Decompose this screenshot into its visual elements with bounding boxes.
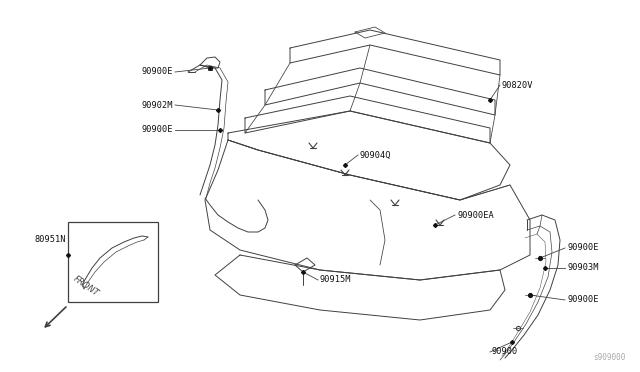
Text: 90900E: 90900E <box>567 244 598 253</box>
Text: 90915M: 90915M <box>320 276 351 285</box>
Text: 90900E: 90900E <box>141 67 173 77</box>
Text: 80951N: 80951N <box>35 235 66 244</box>
Text: s909000: s909000 <box>594 353 626 362</box>
Text: 90900EA: 90900EA <box>457 211 493 219</box>
Text: 90904Q: 90904Q <box>360 151 392 160</box>
Text: 90900E: 90900E <box>141 125 173 135</box>
Text: 90820V: 90820V <box>502 80 534 90</box>
Bar <box>68 222 158 302</box>
Text: FRONT: FRONT <box>72 274 100 298</box>
Text: 90900: 90900 <box>492 347 518 356</box>
Text: 90900E: 90900E <box>567 295 598 305</box>
Text: 90902M: 90902M <box>141 100 173 109</box>
Text: 90903M: 90903M <box>567 263 598 273</box>
